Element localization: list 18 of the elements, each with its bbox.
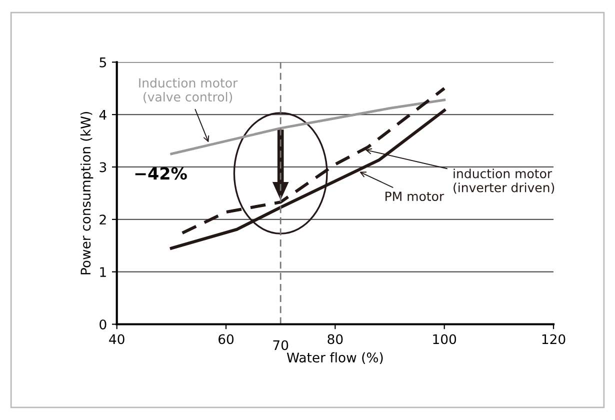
x-tick-label: 80 [328, 334, 343, 344]
y-tick-label: 1 [100, 267, 106, 277]
y-tick-label: 4 [99, 110, 106, 120]
y-tick-label: 3 [100, 162, 106, 172]
x-tick-label: 40 [109, 334, 124, 344]
x-tick-label: 60 [218, 334, 234, 344]
y-tick-label: 5 [100, 58, 106, 68]
legend-label: PM motor [386, 192, 444, 202]
text: induction motor (inverter driven) [454, 168, 554, 194]
x-axis-title: Water flow (%) [286, 352, 383, 364]
y-tick-label: 0 [100, 319, 106, 330]
y-tick-label: 2 [100, 214, 106, 224]
x-tick-label: 120 [542, 334, 566, 344]
y-axis-title: Power consumption (kW) [80, 112, 94, 274]
annotation: −42% [135, 167, 187, 180]
ref-line-label: 70 [273, 340, 288, 350]
text: Induction motor (valve control) [139, 78, 238, 104]
x-tick-label: 100 [433, 334, 456, 344]
